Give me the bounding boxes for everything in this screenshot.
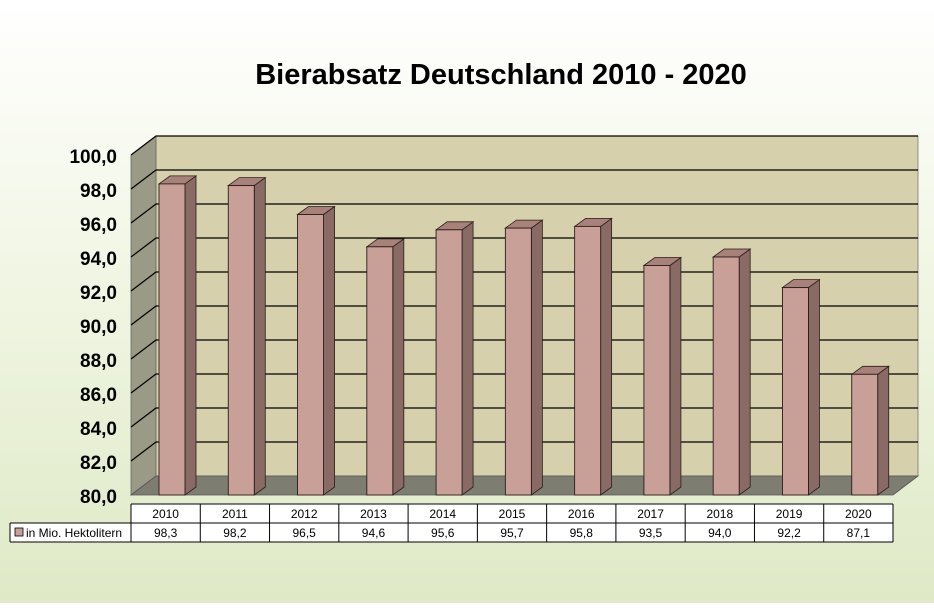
bar-front [504, 227, 532, 496]
x-tick-label: 2020 [845, 507, 872, 521]
data-label: 95,8 [570, 526, 594, 540]
x-tick-label: 2011 [222, 507, 248, 521]
bar [850, 365, 890, 496]
y-tick-label: 84,0 [80, 419, 117, 440]
bar-front [366, 246, 394, 496]
data-label: 98,2 [223, 526, 247, 540]
bar [434, 221, 475, 496]
bar [296, 205, 336, 496]
bar [365, 238, 406, 496]
data-label: 94,0 [708, 526, 732, 540]
x-tick-label: 2010 [152, 507, 179, 521]
bar-side [323, 205, 335, 496]
bar-front [574, 225, 602, 496]
bar-side [530, 219, 543, 496]
bar [781, 278, 821, 496]
data-label: 95,6 [431, 526, 455, 540]
bar [157, 175, 198, 496]
data-table: 2010 98,3 2011 98,2 2012 96,5 2013 94,6 2014 95,6… [9, 503, 894, 543]
x-tick-label: 2019 [776, 507, 803, 521]
table-value-row [10, 523, 893, 542]
bar-front [435, 229, 463, 496]
y-tick-label: 80,0 [80, 487, 117, 508]
data-label: 95,7 [500, 526, 524, 540]
gridline [130, 169, 918, 190]
x-tick-label: 2012 [291, 507, 318, 521]
bar-front [782, 287, 809, 496]
bar-side [461, 221, 474, 496]
bar-side [738, 248, 751, 496]
y-tick-label: 92,0 [80, 283, 117, 304]
bar-side [184, 175, 197, 496]
bar-side [808, 278, 820, 496]
bar-front [297, 214, 324, 496]
data-label: 93,5 [639, 526, 663, 540]
bar-side [253, 176, 266, 496]
x-tick-label: 2015 [499, 507, 526, 521]
table-header-row [131, 504, 893, 523]
bar-front [643, 265, 671, 496]
x-tick-label: 2016 [568, 507, 595, 521]
bar [642, 256, 683, 496]
y-tick-label: 96,0 [80, 215, 117, 236]
gridline [130, 203, 918, 224]
bar-front [227, 185, 255, 496]
legend-swatch [14, 527, 24, 537]
plot-area: 80,0 82,0 84,0 86,0 88,0 90,0 92,0 94,0 96,0 98,0… [69, 135, 920, 508]
y-tick-label: 100,0 [69, 147, 117, 168]
chart-title: Bierabsatz Deutschland 2010 - 2020 [255, 59, 747, 91]
bar [504, 219, 544, 496]
y-tick-label: 82,0 [80, 453, 117, 474]
x-tick-label: 2014 [429, 507, 456, 521]
x-tick-label: 2018 [706, 507, 733, 521]
y-tick-label: 88,0 [80, 351, 117, 372]
bar-side [600, 217, 613, 496]
bar [227, 176, 267, 496]
data-label: 98,3 [154, 526, 178, 540]
y-tick-label: 98,0 [80, 181, 117, 202]
series-name: in Mio. Hektolitern [26, 526, 122, 540]
bar [573, 217, 613, 496]
data-label: 92,2 [777, 526, 801, 540]
data-label: 87,1 [847, 526, 871, 540]
bar [711, 248, 752, 496]
y-tick-label: 90,0 [80, 317, 117, 338]
bar-front [158, 183, 186, 496]
data-label: 94,6 [362, 526, 386, 540]
gridline [130, 135, 918, 156]
bar-side [669, 256, 682, 496]
x-tick-label: 2017 [637, 507, 664, 521]
x-tick-label: 2013 [360, 507, 387, 521]
y-tick-label: 86,0 [80, 385, 117, 406]
bar-front [712, 256, 740, 496]
bar-front [851, 373, 879, 496]
bar-side [877, 365, 890, 496]
data-label: 96,5 [293, 526, 317, 540]
y-tick-label: 94,0 [80, 249, 117, 270]
bar-side [392, 238, 405, 496]
gridline [130, 237, 918, 258]
